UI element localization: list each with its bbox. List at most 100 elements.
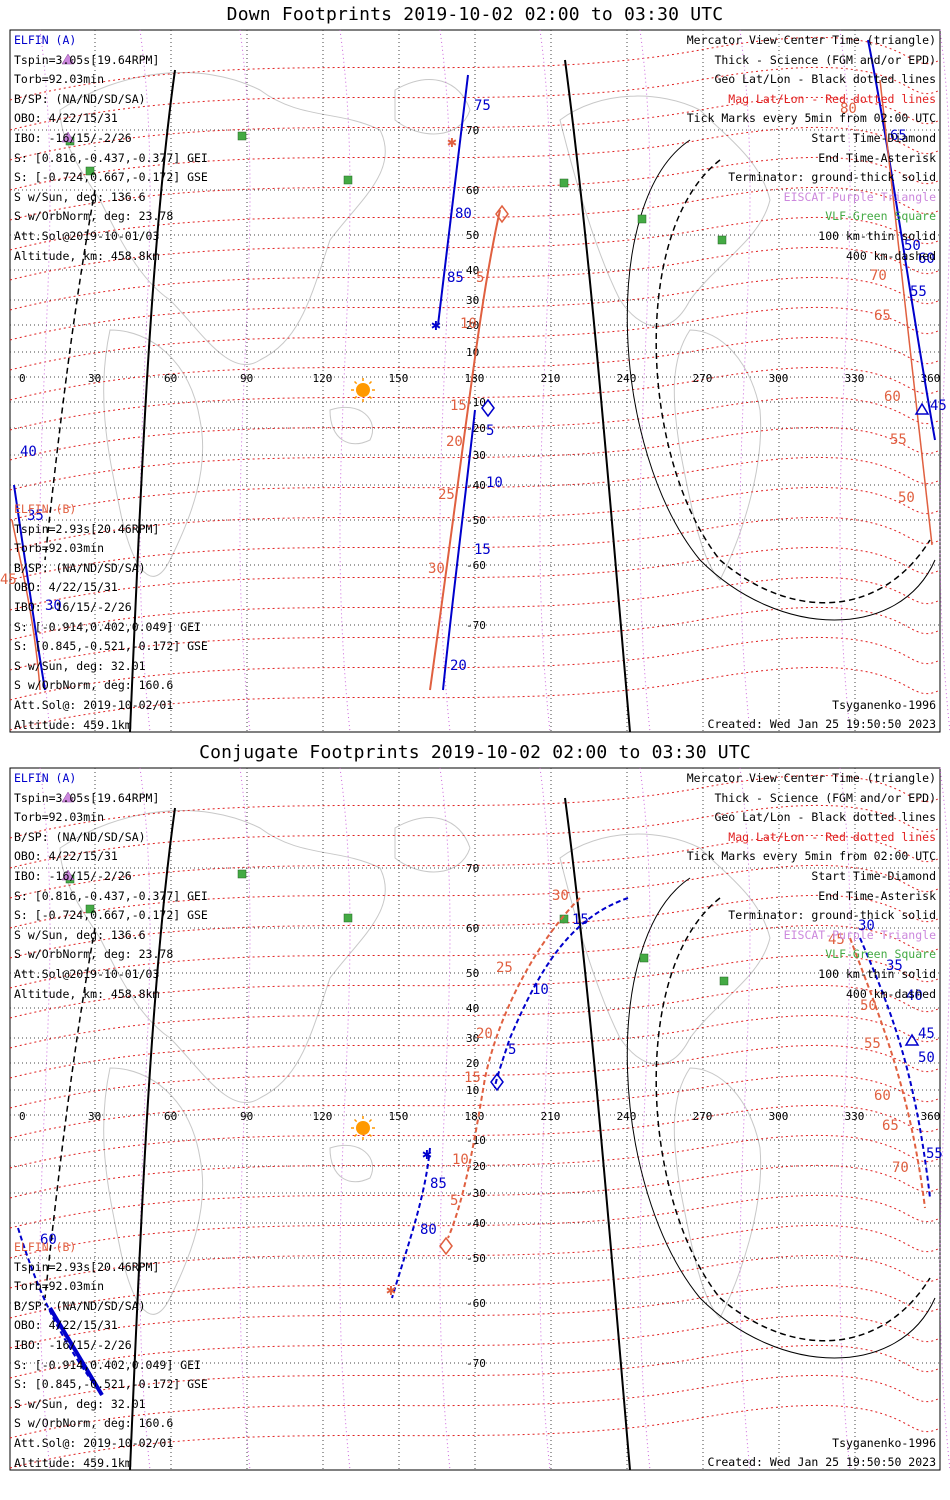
map-legend: Mercator View Center Time (triangle) Thi… (687, 31, 936, 266)
elfin-a-time-label: 80 (420, 1222, 437, 1238)
mag-lon-curve (639, 29, 651, 733)
lat-tick-label: -60 (466, 559, 486, 572)
lon-tick-label: 150 (389, 1110, 409, 1123)
lat-tick-label: -70 (466, 619, 486, 632)
mag-lon-curve (239, 29, 251, 733)
mag-lon-curve (539, 767, 551, 1471)
mag-lat-curve (9, 156, 941, 221)
mag-lat-curve (9, 516, 941, 581)
legend-item: Mercator View Center Time (triangle) (686, 33, 936, 47)
elfin-a-info: ELFIN (A) Tspin=3.05s[19.64RPM] Torb=92.… (14, 31, 208, 266)
elfin-b-line: Tspin=2.93s[20.46RPM] (14, 521, 160, 536)
mag-lat-curve (9, 1374, 941, 1439)
sun-ray (353, 380, 358, 385)
elfin-b-track (11, 519, 41, 691)
mag-lat-curve (9, 1134, 941, 1199)
elfin-a-line: S: [-0.724,0.667,-0.172] GSE (14, 170, 208, 185)
created-label: Created: Wed Jan 25 19:50:50 2023 (707, 717, 936, 731)
elfin-a-line: Tspin=3.05s[19.64RPM] (14, 52, 160, 67)
legend-item: Start Time-Diamond (811, 130, 936, 145)
elfin-a-start-diamond (481, 398, 495, 418)
elfin-a-line: Tspin=3.05s[19.64RPM] (14, 790, 160, 805)
mag-lat-curve (9, 606, 941, 671)
elfin-a-time-label: 5 (486, 423, 494, 439)
elfin-b-time-label: 20 (476, 1026, 493, 1042)
elfin-b-time-label: 30 (552, 888, 569, 904)
lat-tick-label: -70 (466, 1357, 486, 1370)
vlf-station-marker (717, 235, 727, 245)
elfin-a-line: B/SP: (NA/ND/SD/SA) (14, 91, 146, 106)
sun-ray (368, 1118, 373, 1123)
legend-item: Geo Lat/Lon - Black dotted lines (714, 810, 936, 825)
elfin-b-time-label: 25 (496, 960, 513, 976)
eiscat-marker (61, 869, 75, 881)
elfin-a-time-label: 40 (20, 444, 37, 460)
mag-lon-curve (639, 767, 651, 1471)
lat-tick-label: -40 (466, 479, 486, 492)
lat-tick-label: 60 (466, 184, 479, 197)
lon-tick-label: 270 (693, 1110, 713, 1123)
mag-lat-curve (9, 396, 941, 461)
legend-item: VLF-Green Square (825, 209, 936, 224)
mag-lon-curve (939, 767, 950, 1471)
eiscat-marker (61, 791, 75, 803)
mag-lon-curve (939, 29, 950, 733)
elfin-a-time-label: 85 (430, 1176, 447, 1192)
elfin-a-time-label: 10 (532, 982, 549, 998)
elfin-a-line: Altitude, km: 458.8km (14, 986, 160, 1001)
elfin-b-end-asterisk: ✱ (386, 1280, 396, 1299)
legend-item: Start Time-Diamond (811, 868, 936, 883)
elfin-b-line: S w/Sun, deg: 32.01 (14, 1396, 146, 1411)
elfin-b-line: S w/Sun, deg: 32.01 (14, 658, 146, 673)
legend-item: 100 km-thin solid (818, 228, 936, 243)
elfin-b-title: ELFIN (B) (14, 502, 77, 516)
elfin-a-title: ELFIN (A) (14, 33, 77, 47)
elfin-a-line: OBO: 4/22/15/31 (14, 111, 118, 126)
mag-lat-curve (9, 366, 941, 431)
terminator-ground (564, 59, 631, 733)
elfin-a-line: IBO: -16/15/-2/26 (14, 130, 132, 145)
vlf-station-marker (639, 953, 649, 963)
elfin-b-line: IBO: -16/15/-2/26 (14, 599, 132, 614)
lon-tick-label: 360 (921, 1110, 941, 1123)
elfin-b-line: Att.Sol@: 2019-10-02/01 (14, 697, 174, 712)
elfin-b-line: S w/OrbNorm, deg: 160.6 (14, 1416, 174, 1431)
mag-lat-curve (9, 426, 941, 491)
lon-tick-label: 0 (19, 372, 26, 385)
elfin-b-line: IBO: -16/15/-2/26 (14, 1337, 132, 1352)
elfin-b-track (849, 937, 926, 1209)
elfin-a-line: B/SP: (NA/ND/SD/SA) (14, 829, 146, 844)
mag-lat-curve (9, 216, 941, 281)
lon-tick-label: 300 (769, 372, 789, 385)
coastline (673, 329, 762, 581)
terminator-100km (626, 877, 936, 1359)
sun-ray (368, 380, 373, 385)
legend-item: Thick - Science (FGM and/or EPD) (714, 790, 936, 805)
lat-tick-label: -30 (466, 1187, 486, 1200)
elfin-a-center-triangle (914, 402, 930, 415)
elfin-a-time-label: 10 (486, 475, 503, 491)
sun-ray (353, 1118, 358, 1123)
legend-item: End Time-Asterisk (818, 150, 936, 165)
lat-tick-label: 30 (466, 294, 479, 307)
elfin-a-time-label: 50 (904, 238, 921, 254)
coastline (329, 406, 374, 445)
elfin-b-time-label: 50 (898, 490, 915, 506)
lat-tick-label: -40 (466, 1217, 486, 1230)
vlf-station-marker (85, 166, 95, 176)
vlf-station-marker (559, 914, 569, 924)
elfin-a-line: Att.Sol@2019-10-01/03 (14, 966, 160, 981)
elfin-b-time-label: 50 (860, 998, 877, 1014)
mag-lat-curve (9, 1014, 941, 1079)
elfin-a-line: OBO: 4/22/15/31 (14, 849, 118, 864)
legend-item: Geo Lat/Lon - Black dotted lines (714, 72, 936, 87)
elfin-a-time-label: 35 (886, 958, 903, 974)
elfin-b-time-label: 25 (438, 487, 455, 503)
mag-lat-curve (9, 666, 941, 731)
lon-tick-label: 330 (845, 1110, 865, 1123)
elfin-b-time-label: 55 (890, 432, 907, 448)
mag-lat-curve (9, 66, 941, 131)
lat-tick-label: -50 (466, 514, 486, 527)
mag-lat-curve (9, 1284, 941, 1349)
mag-lon-curve (339, 29, 351, 733)
